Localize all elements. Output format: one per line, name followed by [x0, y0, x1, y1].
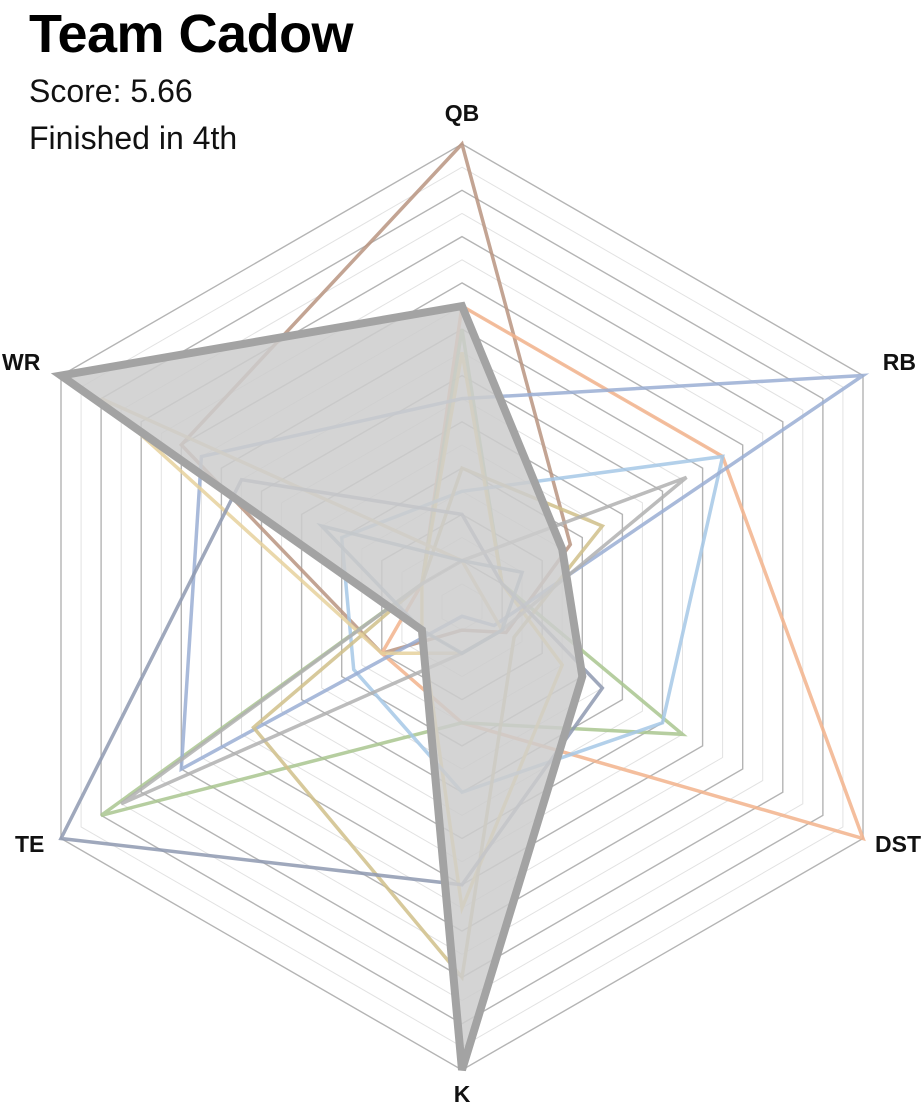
- axis-label-qb: QB: [445, 100, 480, 126]
- chart-header: Team Cadow Score: 5.66 Finished in 4th: [29, 0, 354, 162]
- radar-axis-labels: QB RB DST K TE WR: [2, 100, 921, 1107]
- axis-label-wr: WR: [2, 349, 41, 375]
- highlighted-team-polygon: [50, 301, 587, 1072]
- team-title: Team Cadow: [29, 4, 354, 64]
- axis-label-k: K: [454, 1081, 471, 1107]
- finish-text: Finished in 4th: [29, 120, 238, 156]
- axis-label-dst: DST: [875, 831, 921, 857]
- score-text: Score: 5.66: [29, 73, 193, 109]
- axis-label-te: TE: [15, 831, 44, 857]
- radar-series-group: [50, 140, 870, 1072]
- axis-label-rb: RB: [883, 349, 916, 375]
